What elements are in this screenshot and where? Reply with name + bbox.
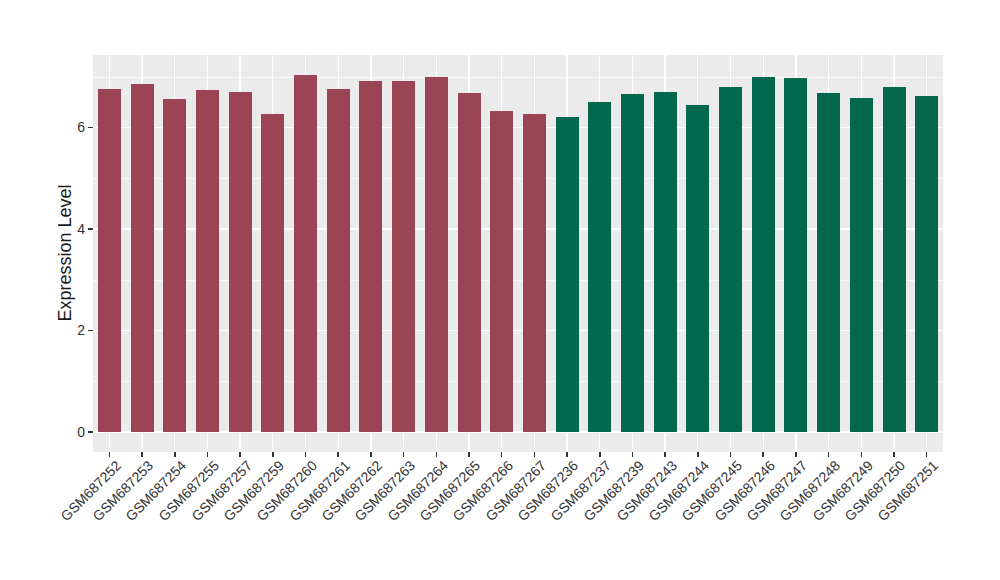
plot-panel — [93, 55, 943, 452]
x-tick-mark — [337, 452, 339, 457]
bar — [915, 96, 938, 432]
x-tick-mark — [730, 452, 732, 457]
x-tick-mark — [893, 452, 895, 457]
expression-bar-chart: Expression Level 0246GSM687252GSM687253G… — [0, 0, 1000, 580]
bar — [359, 81, 382, 432]
y-tick-mark — [88, 431, 93, 433]
x-tick-mark — [174, 452, 176, 457]
bar — [817, 93, 840, 432]
bar — [523, 114, 546, 432]
x-tick-mark — [501, 452, 503, 457]
x-tick-mark — [403, 452, 405, 457]
x-tick-mark — [926, 452, 928, 457]
bar — [654, 92, 677, 432]
x-tick-mark — [534, 452, 536, 457]
bar — [883, 87, 906, 432]
bar — [392, 81, 415, 432]
bar — [588, 102, 611, 432]
bar — [458, 93, 481, 432]
x-tick-mark — [239, 452, 241, 457]
gridline-major — [93, 127, 943, 129]
gridline-minor — [93, 381, 943, 382]
x-tick-mark — [664, 452, 666, 457]
bar — [163, 99, 186, 432]
x-tick-mark — [305, 452, 307, 457]
x-tick-mark — [566, 452, 568, 457]
y-tick-label: 2 — [45, 322, 85, 338]
gridline-major — [93, 431, 943, 433]
x-tick-mark — [141, 452, 143, 457]
gridline-minor — [93, 280, 943, 281]
bar — [719, 87, 742, 432]
bar — [686, 105, 709, 432]
bar — [98, 89, 121, 432]
x-tick-mark — [762, 452, 764, 457]
x-tick-mark — [795, 452, 797, 457]
bar — [425, 77, 448, 432]
bar — [621, 94, 644, 432]
bar — [131, 84, 154, 432]
y-tick-label: 0 — [45, 424, 85, 440]
x-tick-mark — [370, 452, 372, 457]
y-tick-label: 6 — [45, 119, 85, 135]
bar — [850, 98, 873, 432]
x-tick-mark — [697, 452, 699, 457]
x-tick-mark — [861, 452, 863, 457]
x-tick-mark — [272, 452, 274, 457]
bar — [261, 114, 284, 432]
gridline-major — [93, 330, 943, 332]
bar — [196, 90, 219, 432]
bar — [556, 117, 579, 432]
bar — [784, 78, 807, 432]
x-tick-mark — [632, 452, 634, 457]
bar — [752, 77, 775, 433]
x-tick-mark — [109, 452, 111, 457]
gridline-major — [93, 228, 943, 230]
bar — [327, 89, 350, 432]
x-tick-mark — [599, 452, 601, 457]
bar — [490, 111, 513, 432]
y-tick-mark — [88, 127, 93, 129]
y-tick-mark — [88, 330, 93, 332]
x-tick-mark — [436, 452, 438, 457]
y-tick-mark — [88, 228, 93, 230]
x-tick-mark — [828, 452, 830, 457]
bar — [229, 92, 252, 432]
gridline-minor — [93, 77, 943, 78]
gridline-minor — [93, 178, 943, 179]
y-tick-label: 4 — [45, 221, 85, 237]
y-axis-title: Expression Level — [55, 184, 76, 321]
x-tick-mark — [207, 452, 209, 457]
bar — [294, 75, 317, 433]
x-tick-mark — [468, 452, 470, 457]
